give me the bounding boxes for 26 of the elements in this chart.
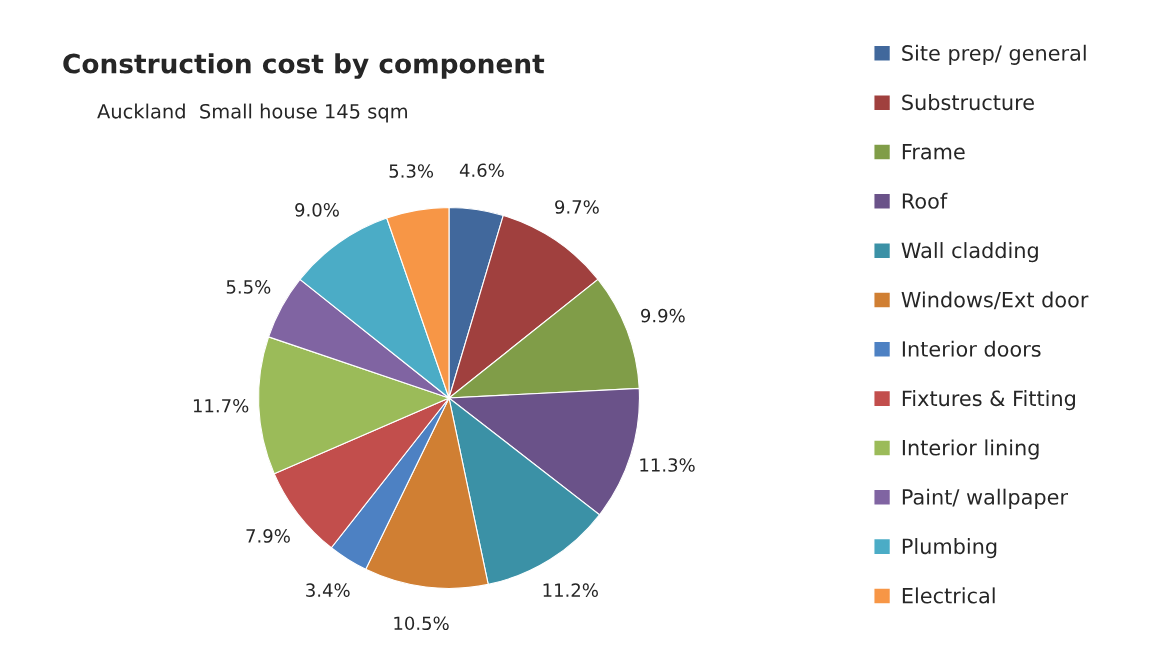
data-label: 11.2% [543,583,598,597]
legend-label: Fixtures & Fitting [902,390,1075,411]
data-label: 4.6% [459,163,504,178]
data-label: 3.4% [306,583,350,597]
legend-label: Interior lining [902,439,1039,460]
legend-label: Site prep/ general [902,44,1086,65]
legend-label: Frame [902,144,965,160]
legend-label: Windows/Ext door [901,291,1089,310]
legend-label: Wall cladding [901,242,1038,263]
legend-label: Paint/ wallpaper [902,488,1069,509]
data-label: 7.9% [246,529,290,543]
data-label: 5.3% [389,164,434,178]
legend-label: Substructure [902,94,1034,111]
data-label: 9.7% [555,200,599,214]
data-label: 9.0% [295,202,339,217]
legend-label: Interior doors [902,340,1041,357]
data-label: 11.7% [193,398,249,413]
legend-label: Plumbing [902,538,997,559]
data-label: 11.3% [640,458,695,472]
chart-title: Construction cost by component [63,53,545,79]
data-label: 9.9% [641,308,685,323]
data-label: 10.5% [394,616,449,631]
legend-label: Roof [902,192,948,209]
data-label: 5.5% [226,280,271,294]
legend-label: Electrical [902,587,995,604]
text: Auckland Small house 145 sqm [97,103,407,123]
